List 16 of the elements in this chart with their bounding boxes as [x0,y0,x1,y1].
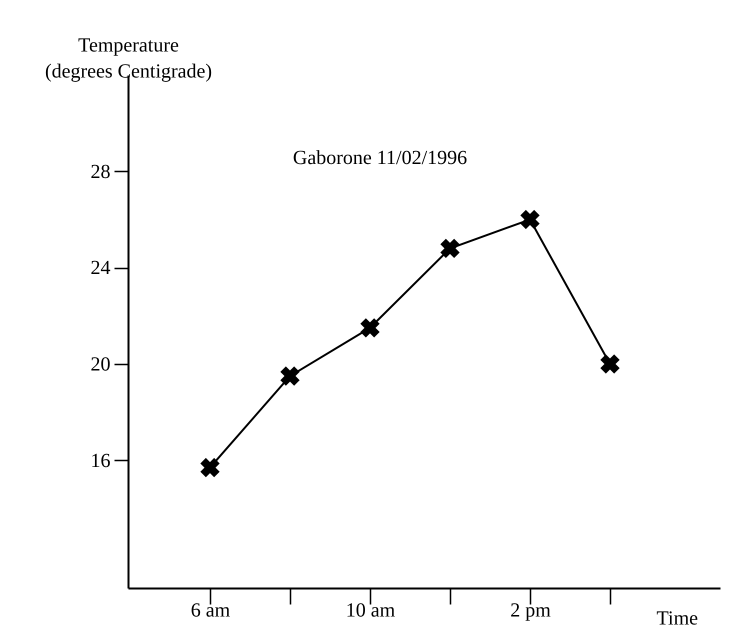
y-tick-label: 28 [90,160,110,183]
x-tick-label: 6 am [190,600,231,622]
y-axis-title: Temperature (degrees Centigrade) [44,34,212,82]
point [520,210,540,230]
x-axis-title: Time [656,608,698,629]
x-tick-label: 10 am [346,600,396,622]
y-tick-label: 16 [90,450,110,472]
y-tick-label: 20 [90,354,110,376]
x-tick-label: 2 pm [510,600,552,622]
point [360,318,380,338]
point [440,238,460,258]
point [600,354,620,374]
y-tick-label: 24 [90,257,110,280]
point [200,458,220,478]
point [280,366,300,386]
text: Gaborone 11/02/1996 [292,147,468,169]
